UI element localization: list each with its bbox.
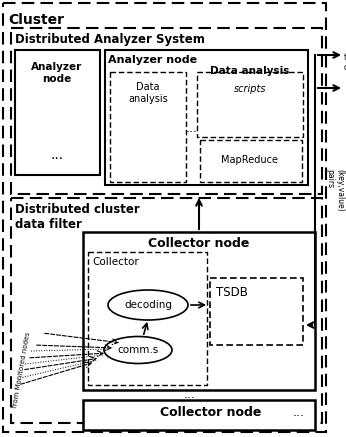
Text: Distributed Analyzer System: Distributed Analyzer System bbox=[15, 33, 205, 46]
Text: from Monitored nodes: from Monitored nodes bbox=[12, 332, 31, 408]
Bar bbox=[210, 278, 303, 345]
Text: Analyzer node: Analyzer node bbox=[108, 55, 197, 65]
Bar bbox=[15, 50, 100, 175]
Text: Collector node: Collector node bbox=[160, 406, 261, 419]
Text: Distributed cluster
data filter: Distributed cluster data filter bbox=[15, 203, 140, 231]
Bar bbox=[83, 232, 315, 390]
Text: Cluster: Cluster bbox=[8, 13, 64, 27]
Ellipse shape bbox=[108, 290, 188, 320]
Text: Collector: Collector bbox=[92, 257, 139, 267]
Bar bbox=[110, 72, 186, 182]
Bar bbox=[83, 400, 315, 430]
Bar bbox=[200, 140, 302, 182]
Bar bbox=[197, 72, 303, 137]
Text: ...: ... bbox=[51, 148, 64, 162]
Text: TSDB: TSDB bbox=[216, 286, 248, 299]
Text: Collector node: Collector node bbox=[148, 237, 250, 250]
Text: Analyzer
node: Analyzer node bbox=[31, 62, 83, 83]
Text: scripts: scripts bbox=[234, 84, 266, 94]
Bar bbox=[88, 252, 207, 385]
Text: MapReduce: MapReduce bbox=[221, 155, 279, 165]
Ellipse shape bbox=[104, 336, 172, 364]
Text: Data
analysis: Data analysis bbox=[128, 82, 168, 104]
Text: Data analysis: Data analysis bbox=[210, 66, 289, 76]
Bar bbox=[11, 198, 322, 423]
Text: ...: ... bbox=[293, 406, 305, 419]
Bar bbox=[105, 50, 308, 185]
Text: to distributed
data storage: to distributed data storage bbox=[344, 53, 346, 73]
Text: (key,value)
pairs: (key,value) pairs bbox=[325, 169, 344, 212]
Text: ...: ... bbox=[184, 388, 196, 400]
Text: decoding: decoding bbox=[124, 300, 172, 310]
Bar bbox=[11, 28, 322, 194]
Text: ...: ... bbox=[186, 121, 198, 135]
Text: comm.s: comm.s bbox=[117, 345, 158, 355]
